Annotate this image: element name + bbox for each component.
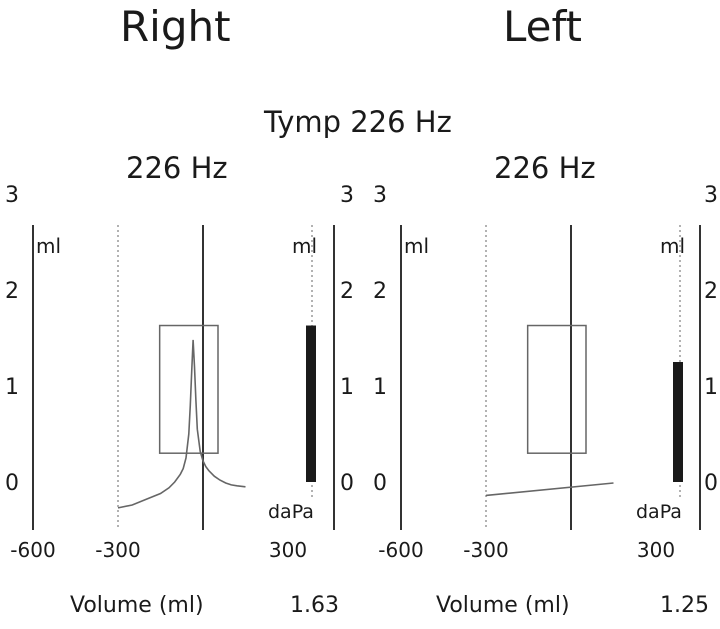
right-volume-bar: [306, 325, 316, 482]
right-volume-tick-label: 1: [340, 375, 354, 400]
left-y-unit-label: ml: [404, 234, 429, 258]
right-frequency-title: 226 Hz: [126, 151, 228, 185]
right-y-unit-label: ml: [36, 234, 61, 258]
right-y-tick-label: 0: [5, 471, 19, 496]
right-y-tick-label: 2: [5, 279, 19, 304]
right-y-tick-label: 3: [5, 183, 19, 208]
right-volume-tick-label: 2: [340, 279, 354, 304]
right-volume-unit-label: ml: [292, 234, 317, 258]
left-volume-value: 1.25: [660, 593, 709, 618]
left-y-tick-label: 0: [373, 471, 387, 496]
left-x-tick-label: -300: [463, 538, 508, 562]
left-volume-tick-label: 3: [704, 183, 718, 208]
right-volume-tick-label: 3: [340, 183, 354, 208]
right-volume-value: 1.63: [290, 593, 339, 618]
left-y-tick-label: 3: [373, 183, 387, 208]
right-volume-tick-label: 0: [340, 471, 354, 496]
right-x-tick-label: -600: [10, 538, 55, 562]
left-x-tick-label: 300: [637, 538, 675, 562]
left-volume-unit-label: ml: [660, 234, 685, 258]
right-y-tick-label: 1: [5, 375, 19, 400]
left-y-tick-label: 1: [373, 375, 387, 400]
left-pressure-unit-label: daPa: [636, 501, 682, 523]
left-volume-tick-label: 1: [704, 375, 718, 400]
right-pressure-unit-label: daPa: [268, 501, 314, 523]
left-x-tick-label: -600: [378, 538, 423, 562]
left-volume-tick-label: 2: [704, 279, 718, 304]
right-ear-title: Right: [120, 2, 231, 51]
left-normative-box: [526, 324, 587, 454]
left-volume-tick-label: 0: [704, 471, 718, 496]
left-volume-bar: [673, 362, 683, 482]
right-normative-box: [158, 324, 219, 454]
test-title: Tymp 226 Hz: [264, 105, 452, 139]
left-tympanogram-curve: [485, 482, 614, 497]
left-frequency-title: 226 Hz: [494, 151, 596, 185]
right-x-tick-label: 300: [269, 538, 307, 562]
right-volume-label: Volume (ml): [70, 593, 204, 618]
right-x-tick-label: -300: [95, 538, 140, 562]
right-tympanogram-curve: [117, 339, 246, 509]
left-y-tick-label: 2: [373, 279, 387, 304]
left-volume-label: Volume (ml): [436, 593, 570, 618]
left-ear-title: Left: [503, 2, 583, 51]
